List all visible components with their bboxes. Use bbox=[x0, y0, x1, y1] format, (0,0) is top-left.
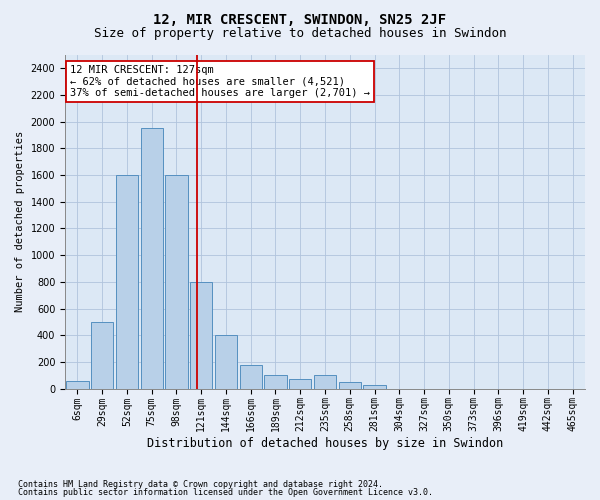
Text: 12 MIR CRESCENT: 127sqm
← 62% of detached houses are smaller (4,521)
37% of semi: 12 MIR CRESCENT: 127sqm ← 62% of detache… bbox=[70, 65, 370, 98]
Bar bbox=[364, 385, 386, 388]
Bar bbox=[66, 380, 89, 388]
Bar bbox=[116, 175, 138, 388]
Text: Size of property relative to detached houses in Swindon: Size of property relative to detached ho… bbox=[94, 28, 506, 40]
X-axis label: Distribution of detached houses by size in Swindon: Distribution of detached houses by size … bbox=[147, 437, 503, 450]
Bar bbox=[338, 382, 361, 388]
Bar bbox=[140, 128, 163, 388]
Bar bbox=[239, 365, 262, 388]
Bar bbox=[215, 335, 237, 388]
Bar bbox=[166, 175, 188, 388]
Y-axis label: Number of detached properties: Number of detached properties bbox=[15, 131, 25, 312]
Bar bbox=[265, 375, 287, 388]
Text: Contains HM Land Registry data © Crown copyright and database right 2024.: Contains HM Land Registry data © Crown c… bbox=[18, 480, 383, 489]
Text: 12, MIR CRESCENT, SWINDON, SN25 2JF: 12, MIR CRESCENT, SWINDON, SN25 2JF bbox=[154, 12, 446, 26]
Bar bbox=[190, 282, 212, 389]
Bar bbox=[314, 375, 336, 388]
Bar bbox=[289, 378, 311, 388]
Bar bbox=[91, 322, 113, 388]
Text: Contains public sector information licensed under the Open Government Licence v3: Contains public sector information licen… bbox=[18, 488, 433, 497]
